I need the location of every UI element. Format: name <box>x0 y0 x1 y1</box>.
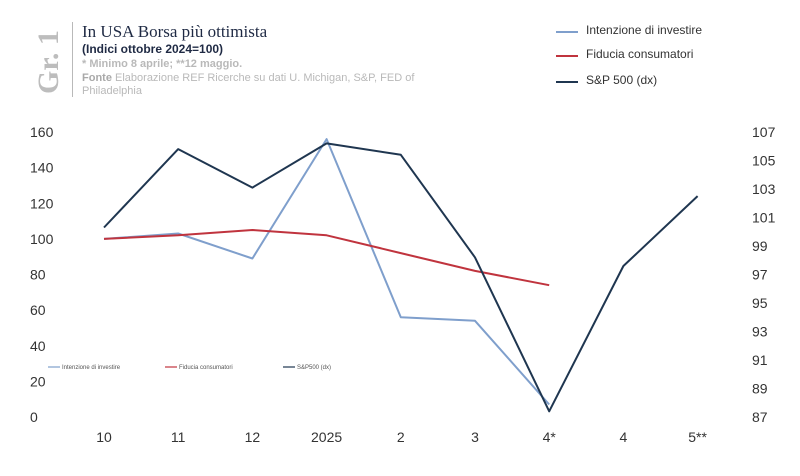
inner-legend: Intenzione di investire Fiducia consumato… <box>48 365 331 371</box>
right-tick-label: 87 <box>752 409 768 425</box>
chart-source: Fonte Elaborazione REF Ricerche su dati … <box>82 72 472 98</box>
left-tick-label: 80 <box>30 267 46 283</box>
right-tick-label: 91 <box>752 352 768 368</box>
right-tick-label: 105 <box>752 153 776 169</box>
series-line-sp500 <box>103 142 699 413</box>
left-tick-label: 160 <box>30 124 54 140</box>
inner-legend-label: Intenzione di investire <box>62 365 121 371</box>
right-axis: 87 89 91 93 95 97 99 101 103 105 107 <box>752 124 776 425</box>
series-line-fiducia <box>103 229 550 287</box>
legend-item-fiducia: Fiducia consumatori <box>586 47 694 61</box>
figure-label-text: Gr. 1 <box>32 30 65 94</box>
legend-swatch-intenzione <box>556 31 578 33</box>
x-tick-label: 4 <box>620 429 628 445</box>
x-tick-label: 10 <box>96 429 112 445</box>
inner-legend-label: Fiducia consumatori <box>179 365 233 371</box>
inner-legend-label: S&P500 (dx) <box>297 365 331 371</box>
left-tick-label: 40 <box>30 338 46 354</box>
x-axis: 10 11 12 2025 2 3 4* 4 5** <box>96 429 707 445</box>
source-text: Elaborazione REF Ricerche su dati U. Mic… <box>82 72 415 97</box>
x-tick-label: 5** <box>688 429 707 445</box>
right-tick-label: 99 <box>752 238 768 254</box>
x-tick-label: 3 <box>471 429 479 445</box>
left-axis: 0 20 40 60 80 100 120 140 160 <box>30 124 54 425</box>
chart-note: * Minimo 8 aprile; **12 maggio. <box>82 58 243 70</box>
series-line-intenzione <box>103 138 550 406</box>
right-tick-label: 101 <box>752 210 776 226</box>
figure-label: Gr. 1 <box>32 30 65 94</box>
series-lines <box>103 138 699 413</box>
right-tick-label: 107 <box>752 124 776 140</box>
legend-swatch-fiducia <box>556 55 578 57</box>
x-tick-label: 2025 <box>311 429 342 445</box>
header-divider <box>72 22 73 97</box>
legend-item-intenzione: Intenzione di investire <box>586 23 703 37</box>
x-tick-label: 11 <box>171 429 186 445</box>
left-tick-label: 20 <box>30 373 46 389</box>
right-tick-label: 97 <box>752 267 768 283</box>
legend-swatch-sp500 <box>556 81 578 83</box>
right-tick-label: 103 <box>752 181 776 197</box>
legend-item-sp500: S&P 500 (dx) <box>586 73 658 87</box>
left-tick-label: 120 <box>30 195 54 211</box>
chart-title: In USA Borsa più ottimista <box>82 22 268 41</box>
right-tick-label: 93 <box>752 324 768 340</box>
left-tick-label: 0 <box>30 409 38 425</box>
x-tick-label: 4* <box>543 429 557 445</box>
source-label: Fonte <box>82 72 112 84</box>
left-tick-label: 140 <box>30 160 54 176</box>
chart-subtitle: (Indici ottobre 2024=100) <box>82 42 224 56</box>
left-tick-label: 60 <box>30 302 46 318</box>
left-tick-label: 100 <box>30 231 54 247</box>
x-tick-label: 12 <box>245 429 261 445</box>
right-tick-label: 89 <box>752 381 768 397</box>
x-tick-label: 2 <box>397 429 405 445</box>
right-tick-label: 95 <box>752 295 768 311</box>
